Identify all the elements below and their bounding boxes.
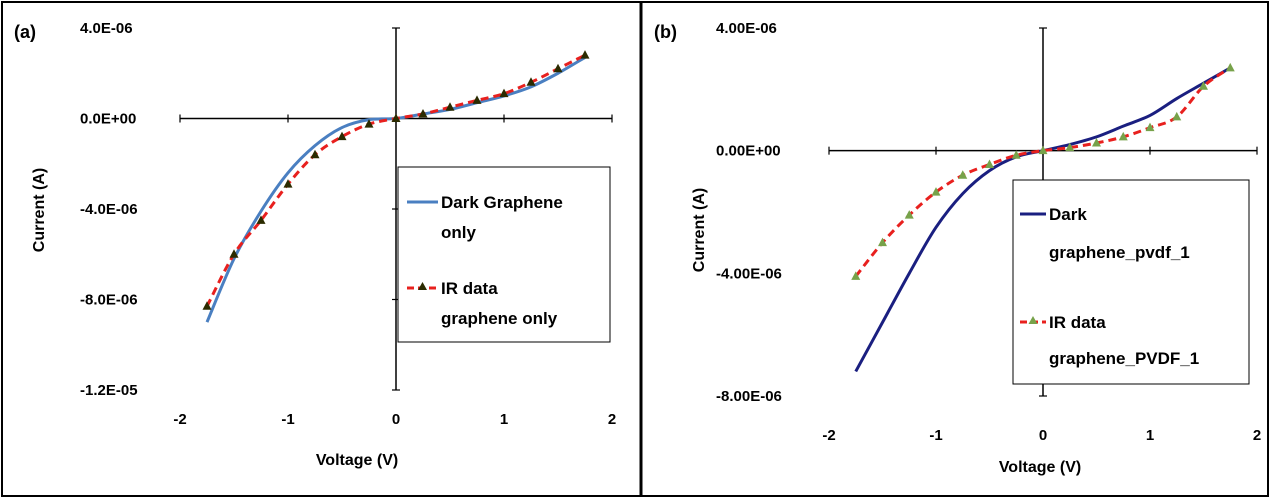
panel-a-series-1-point <box>446 102 455 111</box>
panel-a-y-tick-label: 0.0E+00 <box>80 111 136 128</box>
panel-b-legend-ir-label-1: IR data <box>1049 313 1106 332</box>
panel-a-legend-ir-label-1: IR data <box>441 279 498 298</box>
panel-b-series-1-point <box>985 159 994 168</box>
panel-a-legend-dark-label-2: only <box>441 223 476 242</box>
panel-a-xlabel: Voltage (V) <box>316 452 398 469</box>
panel-a-x-tick-label: 2 <box>608 411 616 428</box>
panel-b-legend-dark-label-2: graphene_pvdf_1 <box>1049 243 1190 262</box>
panel-b-series-1-point <box>878 238 887 247</box>
panel-a-x-tick-label: 0 <box>392 411 400 428</box>
panel-b-y-tick-label: 0.00E+00 <box>716 143 781 160</box>
panel-b-series-1-point <box>1226 63 1235 72</box>
panel-a-y-tick-label: -1.2E-05 <box>80 382 138 399</box>
panel-b-y-tick-label: -8.00E-06 <box>716 388 782 405</box>
panel-a-ylabel: Current (A) <box>31 168 48 252</box>
panel-a-legend-ir-label-2: graphene only <box>441 309 558 328</box>
panel-b-x-tick-label: 2 <box>1253 427 1261 444</box>
panel-b-xlabel: Voltage (V) <box>999 459 1081 476</box>
panel-b-y-tick-label: -4.00E-06 <box>716 265 782 282</box>
panel-b-series-1-point <box>905 210 914 219</box>
panel-a-legend: Dark Graphene only IR data graphene only <box>398 167 610 342</box>
panel-a-legend-dark-label-1: Dark Graphene <box>441 193 563 212</box>
panel-b-x-tick-label: 0 <box>1039 427 1047 444</box>
panel-a-series-1-point <box>554 64 563 73</box>
panel-a-y-tick-label: 4.0E-06 <box>80 20 133 37</box>
panel-b-legend: Dark graphene_pvdf_1 IR data graphene_PV… <box>1013 180 1249 384</box>
panel-a-series-1-point <box>311 150 320 159</box>
panel-a-series-1-point <box>581 50 590 59</box>
panel-b-ylabel: Current (A) <box>691 188 708 272</box>
panel-a-y-tick-label: -8.0E-06 <box>80 292 138 309</box>
panel-a-y-tick-label: -4.0E-06 <box>80 201 138 218</box>
panel-b-legend-dark-label-1: Dark <box>1049 205 1087 224</box>
panel-b-series-1-point <box>1172 112 1181 121</box>
panel-a-label: (a) <box>14 22 36 42</box>
panel-b-legend-ir-label-2: graphene_PVDF_1 <box>1049 349 1199 368</box>
panel-b-series-1-point <box>958 170 967 179</box>
panel-b-label: (b) <box>654 22 677 42</box>
panel-b-x-tick-label: -1 <box>929 427 942 444</box>
panel-a-x-tick-label: -1 <box>281 411 294 428</box>
panel-b-y-tick-label: 4.00E-06 <box>716 20 777 37</box>
panel-a-x-tick-label: 1 <box>500 411 508 428</box>
panel-a-series-1-point <box>284 179 293 188</box>
panel-b-x-tick-label: -2 <box>822 427 835 444</box>
panel-a-x-tick-label: -2 <box>173 411 186 428</box>
panel-b-x-tick-label: 1 <box>1146 427 1154 444</box>
